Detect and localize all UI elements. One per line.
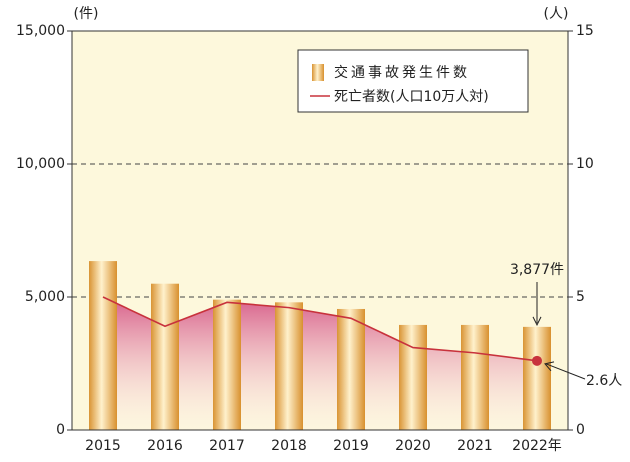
y-tick-label: 15,000 xyxy=(16,23,65,39)
y2-tick-label: 5 xyxy=(576,289,585,305)
annotation-arrow xyxy=(545,363,586,380)
bar xyxy=(399,324,427,430)
annotation-arrowhead xyxy=(544,361,555,372)
plot-border xyxy=(71,30,569,431)
x-tick-label: 2019 xyxy=(333,438,369,454)
y2-axis-label: (人) xyxy=(544,6,569,22)
bar xyxy=(275,302,303,430)
x-tick-label: 2016 xyxy=(147,438,183,454)
x-tick-label: 2022年 xyxy=(512,438,562,454)
legend-label: 交通事故発生件数 xyxy=(334,64,470,81)
x-tick-label: 2017 xyxy=(209,438,245,454)
y2-tick-label: 15 xyxy=(576,23,594,39)
bar xyxy=(523,326,551,430)
data-label: 2.6人 xyxy=(586,373,622,389)
legend xyxy=(297,49,529,113)
y-tick-label: 0 xyxy=(56,422,65,438)
y2-tick-label: 0 xyxy=(576,422,585,438)
bar xyxy=(151,283,179,430)
x-tick-label: 2018 xyxy=(271,438,307,454)
y-axis-label: (件) xyxy=(74,6,99,22)
y-tick-label: 5,000 xyxy=(25,289,65,305)
line-area-fill xyxy=(103,297,537,430)
legend-label: 死亡者数(人口10万人対) xyxy=(334,89,489,105)
bar xyxy=(461,324,489,430)
x-tick-label: 2015 xyxy=(85,438,121,454)
bar xyxy=(89,261,117,430)
line-point xyxy=(532,355,542,366)
y-tick-label: 10,000 xyxy=(16,156,65,172)
line xyxy=(102,296,538,362)
legend-swatch-bar xyxy=(312,64,324,81)
bar xyxy=(213,299,241,430)
x-tick-label: 2021 xyxy=(457,438,493,454)
y2-tick-label: 10 xyxy=(576,156,594,172)
x-tick-label: 2020 xyxy=(395,438,431,454)
bar xyxy=(337,308,365,430)
annotation-arrowhead xyxy=(532,316,542,326)
data-label: 3,877件 xyxy=(510,262,564,278)
